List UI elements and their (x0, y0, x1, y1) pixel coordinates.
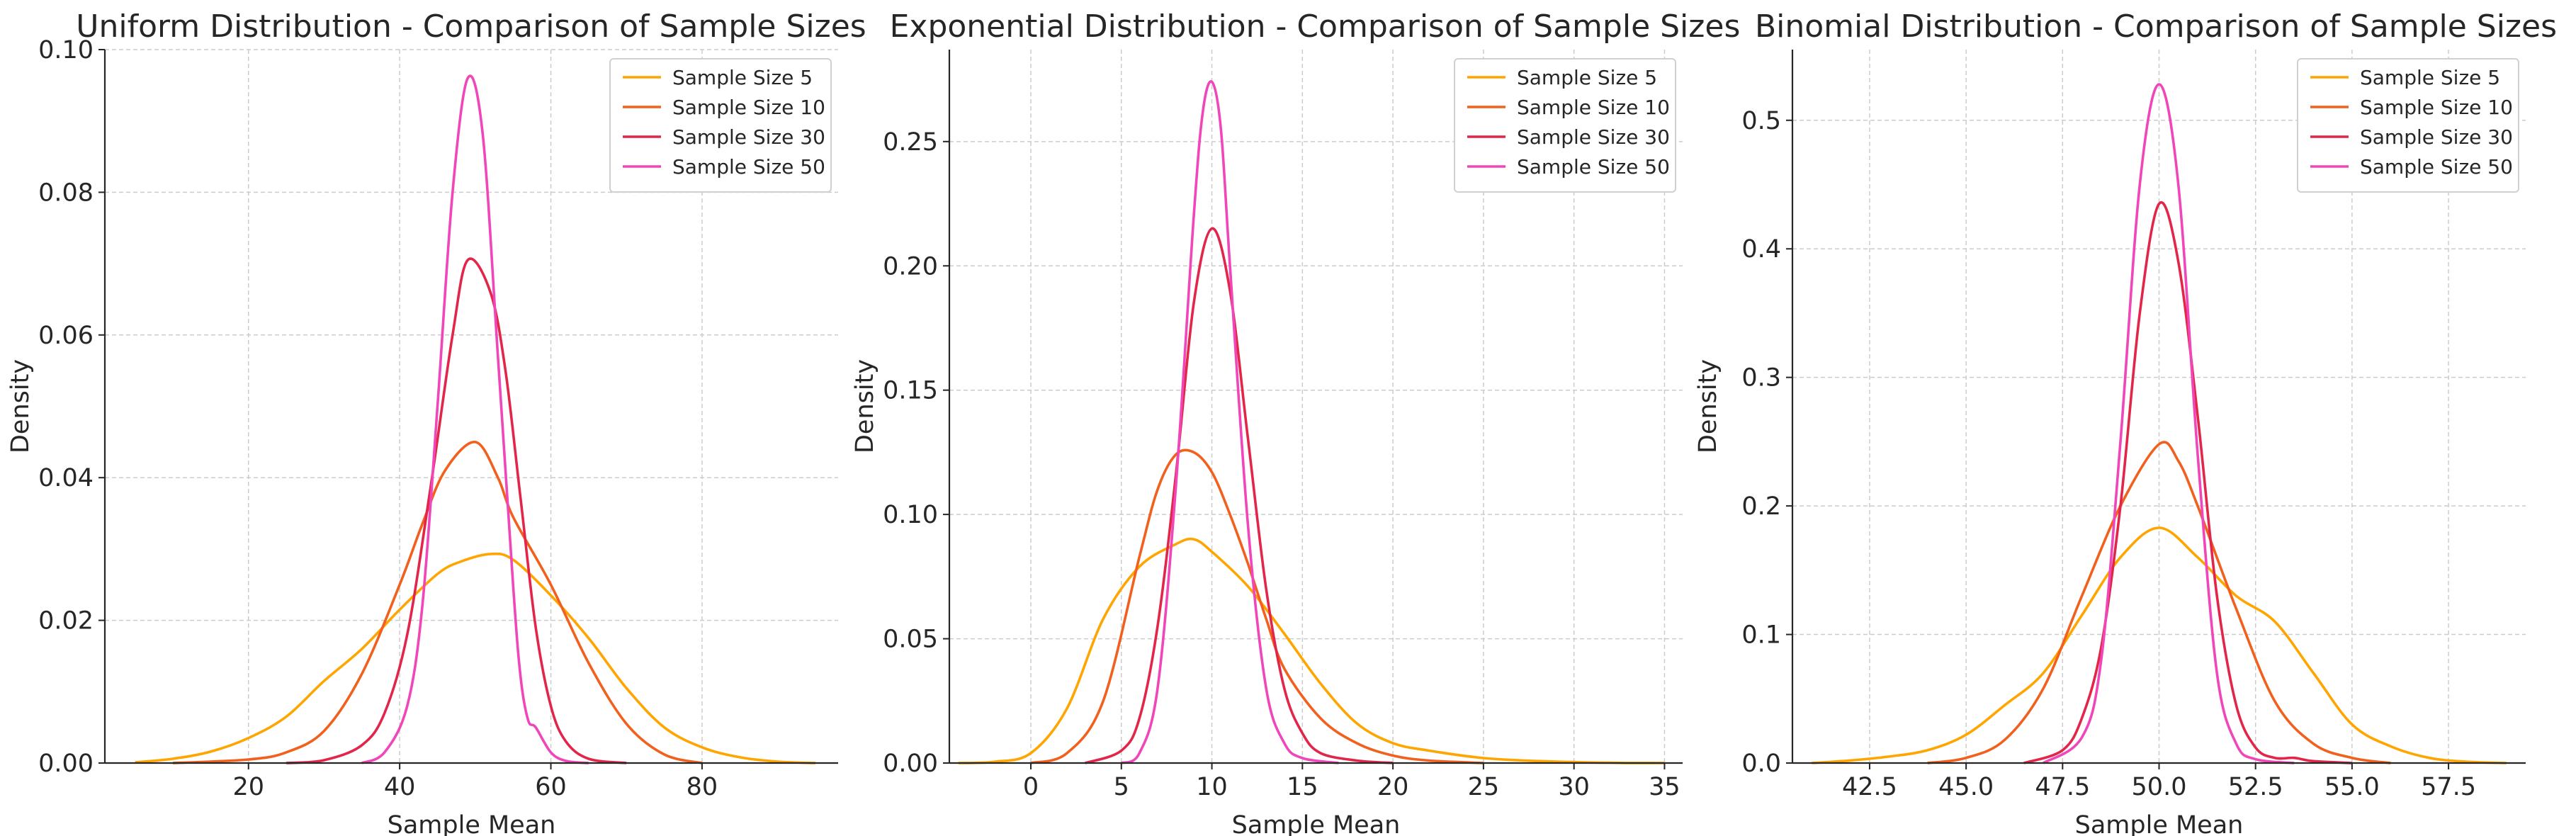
x-tick-label: 35 (1649, 773, 1680, 801)
y-tick-label: 0.00 (38, 750, 94, 778)
x-axis-label: Sample Mean (1232, 811, 1401, 836)
x-tick-label: 57.5 (2421, 773, 2476, 801)
x-tick-label: 20 (1377, 773, 1409, 801)
x-tick-label: 52.5 (2228, 773, 2283, 801)
legend-box (2297, 58, 2519, 193)
x-tick-label: 25 (1468, 773, 1500, 801)
x-tick-label: 20 (232, 773, 264, 801)
legend-label: Sample Size 5 (672, 66, 813, 89)
x-tick-label: 40 (384, 773, 416, 801)
y-axis-label: Density (6, 359, 35, 453)
legend-label: Sample Size 10 (2360, 96, 2513, 119)
legend-label: Sample Size 5 (2360, 66, 2500, 89)
y-tick-label: 0.20 (883, 252, 938, 281)
y-axis-label: Density (851, 359, 879, 453)
legend-box (1454, 58, 1676, 193)
series-line-1 (1812, 526, 2507, 764)
series-line-3 (2023, 200, 2352, 764)
y-tick-label: 0.00 (883, 750, 938, 778)
y-tick-label: 0.02 (38, 607, 94, 636)
series-line-3 (1085, 227, 1394, 764)
series-line-4 (1120, 80, 1339, 764)
legend: Sample Size 5 Sample Size 10 Sample Size 3… (609, 58, 832, 193)
x-tick-label: 47.5 (2035, 773, 2090, 801)
y-tick-label: 0.08 (38, 179, 94, 207)
y-tick-label: 0.3 (1741, 364, 1781, 392)
y-tick-label: 0.4 (1741, 235, 1781, 264)
x-tick-label: 80 (687, 773, 718, 801)
x-tick-label: 42.5 (1842, 773, 1897, 801)
legend-label: Sample Size 50 (672, 155, 825, 179)
y-tick-label: 0.5 (1741, 107, 1781, 135)
chart-panel-2: 0 5 10 15 20 25 30 35 0.00 0.05 0.10 0.15 0.20 0.25 Sa… (851, 9, 1740, 836)
y-tick-label: 0.05 (883, 626, 938, 654)
chart-panel-1: 20 40 60 80 0.00 0.02 0.04 0.06 0.08 0.10 Sample M… (6, 9, 866, 836)
legend: Sample Size 5 Sample Size 10 Sample Size 3… (2297, 58, 2519, 193)
legend: Sample Size 5 Sample Size 10 Sample Size 3… (1454, 58, 1676, 193)
chart-title: Uniform Distribution - Comparison of Sam… (76, 9, 866, 45)
y-tick-label: 0.10 (38, 36, 94, 64)
y-tick-label: 0.10 (883, 501, 938, 529)
y-tick-label: 0.0 (1741, 750, 1781, 778)
x-tick-label: 50.0 (2132, 773, 2187, 801)
legend-label: Sample Size 10 (672, 96, 825, 119)
y-tick-label: 0.06 (38, 322, 94, 350)
chart-title: Exponential Distribution - Comparison of… (890, 9, 1741, 45)
x-tick-label: 10 (1196, 773, 1228, 801)
x-tick-label: 5 (1114, 773, 1129, 801)
y-tick-label: 0.1 (1741, 621, 1781, 650)
y-tick-label: 0.2 (1741, 492, 1781, 521)
series-line-2 (1927, 441, 2391, 764)
legend-box (609, 58, 832, 193)
legend-label: Sample Size 30 (2360, 125, 2513, 149)
series-line-4 (361, 74, 589, 764)
x-tick-label: 0 (1023, 773, 1039, 801)
series-line-2 (1030, 448, 1484, 764)
y-tick-label: 0.15 (883, 377, 938, 405)
x-axis-label: Sample Mean (388, 811, 556, 836)
series-line-4 (2043, 83, 2295, 764)
legend-label: Sample Size 50 (2360, 155, 2513, 179)
series-line-3 (286, 257, 627, 764)
x-tick-label: 15 (1287, 773, 1318, 801)
chart-panel-3: 42.5 45.0 47.5 50.0 52.5 55.0 57.5 0.0 0.1 0.2 0.3… (1694, 9, 2557, 836)
y-tick-label: 0.25 (883, 128, 938, 157)
legend-label: Sample Size 30 (672, 125, 825, 149)
y-axis-label: Density (1694, 359, 1722, 453)
legend-label: Sample Size 50 (1517, 155, 1670, 179)
series-line-1 (135, 552, 816, 764)
x-axis-label: Sample Mean (2075, 811, 2244, 836)
x-tick-label: 55.0 (2324, 773, 2380, 801)
chart-title: Binomial Distribution - Comparison of Sa… (1755, 9, 2557, 45)
x-tick-label: 45.0 (1938, 773, 1994, 801)
legend-label: Sample Size 30 (1517, 125, 1670, 149)
x-tick-label: 30 (1558, 773, 1590, 801)
legend-label: Sample Size 5 (1517, 66, 1657, 89)
series-line-1 (958, 537, 1665, 764)
series-line-2 (172, 441, 703, 764)
y-tick-label: 0.04 (38, 464, 94, 492)
legend-label: Sample Size 10 (1517, 96, 1670, 119)
x-tick-label: 60 (535, 773, 567, 801)
